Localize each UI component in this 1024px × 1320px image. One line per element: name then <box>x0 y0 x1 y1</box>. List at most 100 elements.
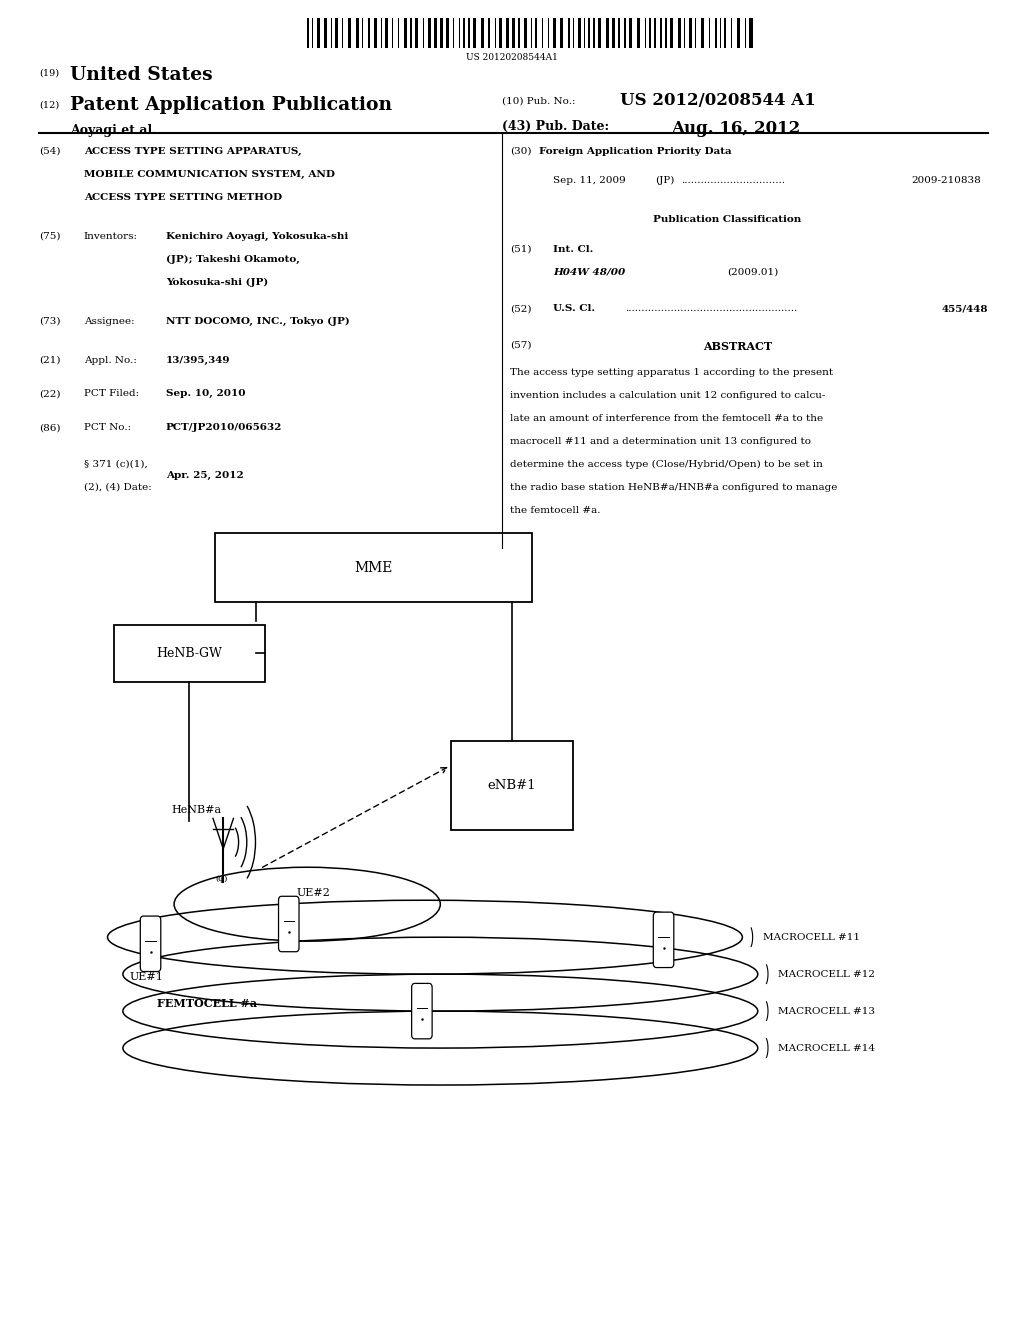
Bar <box>618 18 620 48</box>
Bar <box>381 18 382 48</box>
Bar <box>725 18 726 48</box>
Bar <box>361 18 364 48</box>
Bar <box>423 18 424 48</box>
Bar <box>446 18 450 48</box>
Bar <box>678 18 681 48</box>
Bar <box>578 18 581 48</box>
Text: § 371 (c)(1),: § 371 (c)(1), <box>84 459 147 469</box>
Text: MACROCELL #14: MACROCELL #14 <box>778 1044 876 1052</box>
Bar <box>654 18 655 48</box>
Bar <box>744 18 746 48</box>
Text: (57): (57) <box>510 341 531 350</box>
Text: FEMTOCELL #a: FEMTOCELL #a <box>157 998 257 1008</box>
Text: (30): (30) <box>510 147 531 156</box>
Text: (54): (54) <box>39 147 60 156</box>
Text: HeNB#a: HeNB#a <box>171 805 221 816</box>
Bar <box>637 18 640 48</box>
Bar <box>415 18 418 48</box>
Text: 455/448: 455/448 <box>942 304 988 313</box>
Bar <box>598 18 601 48</box>
Text: (12): (12) <box>39 100 59 110</box>
FancyBboxPatch shape <box>412 983 432 1039</box>
Bar <box>645 18 646 48</box>
Text: Inventors:: Inventors: <box>84 232 138 240</box>
Text: HeNB-GW: HeNB-GW <box>157 647 222 660</box>
FancyBboxPatch shape <box>653 912 674 968</box>
Text: (19): (19) <box>39 69 59 78</box>
Text: Assignee:: Assignee: <box>84 317 134 326</box>
Text: (51): (51) <box>510 244 531 253</box>
Text: determine the access type (Close/Hybrid/Open) to be set in: determine the access type (Close/Hybrid/… <box>510 459 823 469</box>
Bar <box>720 18 721 48</box>
Bar <box>560 18 563 48</box>
Bar <box>625 18 626 48</box>
Bar <box>548 18 550 48</box>
Bar <box>459 18 461 48</box>
Bar <box>606 18 609 48</box>
Text: Publication Classification: Publication Classification <box>653 215 801 224</box>
Bar <box>589 18 590 48</box>
Bar <box>480 18 483 48</box>
Text: (10) Pub. No.:: (10) Pub. No.: <box>502 96 575 106</box>
Bar <box>428 18 431 48</box>
Text: U.S. Cl.: U.S. Cl. <box>553 304 595 313</box>
Bar <box>398 18 399 48</box>
Bar <box>307 18 309 48</box>
Bar <box>375 18 378 48</box>
Bar <box>451 741 573 830</box>
Bar <box>584 18 586 48</box>
Text: MACROCELL #13: MACROCELL #13 <box>778 1007 876 1015</box>
Bar <box>612 18 615 48</box>
Bar <box>572 18 574 48</box>
Text: MACROCELL #12: MACROCELL #12 <box>778 970 876 978</box>
Bar <box>695 18 696 48</box>
Bar <box>512 18 515 48</box>
Text: late an amount of interference from the femtocell #a to the: late an amount of interference from the … <box>510 413 823 422</box>
Bar <box>750 18 753 48</box>
Text: NTT DOCOMO, INC., Tokyo (JP): NTT DOCOMO, INC., Tokyo (JP) <box>166 317 349 326</box>
Bar <box>391 18 393 48</box>
Text: PCT/JP2010/065632: PCT/JP2010/065632 <box>166 422 283 432</box>
Bar <box>660 18 662 48</box>
Bar <box>568 18 569 48</box>
Bar <box>411 18 412 48</box>
Bar <box>215 533 532 602</box>
Bar <box>731 18 732 48</box>
Bar <box>688 18 691 48</box>
Text: MME: MME <box>354 561 393 574</box>
Text: UE#1: UE#1 <box>129 972 164 982</box>
Bar <box>348 18 351 48</box>
FancyBboxPatch shape <box>140 916 161 972</box>
Bar <box>453 18 454 48</box>
Bar <box>464 18 465 48</box>
Bar <box>715 18 717 48</box>
Text: (73): (73) <box>39 317 60 326</box>
Bar <box>316 18 319 48</box>
Text: Sep. 10, 2010: Sep. 10, 2010 <box>166 389 246 399</box>
Text: eNB#1: eNB#1 <box>487 779 537 792</box>
Text: ................................: ................................ <box>681 177 785 185</box>
Bar <box>404 18 408 48</box>
Text: (52): (52) <box>510 304 531 313</box>
Bar <box>473 18 476 48</box>
FancyBboxPatch shape <box>279 896 299 952</box>
Text: ACCESS TYPE SETTING METHOD: ACCESS TYPE SETTING METHOD <box>84 193 282 202</box>
Bar <box>468 18 470 48</box>
Text: US 2012/0208544 A1: US 2012/0208544 A1 <box>620 92 815 110</box>
Text: Appl. No.:: Appl. No.: <box>84 355 137 364</box>
Bar <box>530 18 532 48</box>
Text: (22): (22) <box>39 389 60 399</box>
Bar <box>385 18 388 48</box>
Text: Foreign Application Priority Data: Foreign Application Priority Data <box>539 147 731 156</box>
Text: 13/395,349: 13/395,349 <box>166 355 230 364</box>
Text: 2009-210838: 2009-210838 <box>911 177 981 185</box>
Text: PCT Filed:: PCT Filed: <box>84 389 139 399</box>
Text: macrocell #11 and a determination unit 13 configured to: macrocell #11 and a determination unit 1… <box>510 437 811 446</box>
Bar <box>495 18 497 48</box>
Text: Aug. 16, 2012: Aug. 16, 2012 <box>671 120 800 137</box>
Text: (2009.01): (2009.01) <box>727 268 778 277</box>
Text: invention includes a calculation unit 12 configured to calcu-: invention includes a calculation unit 12… <box>510 391 825 400</box>
Bar <box>524 18 527 48</box>
Bar <box>312 18 313 48</box>
Text: (JP): (JP) <box>655 177 675 185</box>
